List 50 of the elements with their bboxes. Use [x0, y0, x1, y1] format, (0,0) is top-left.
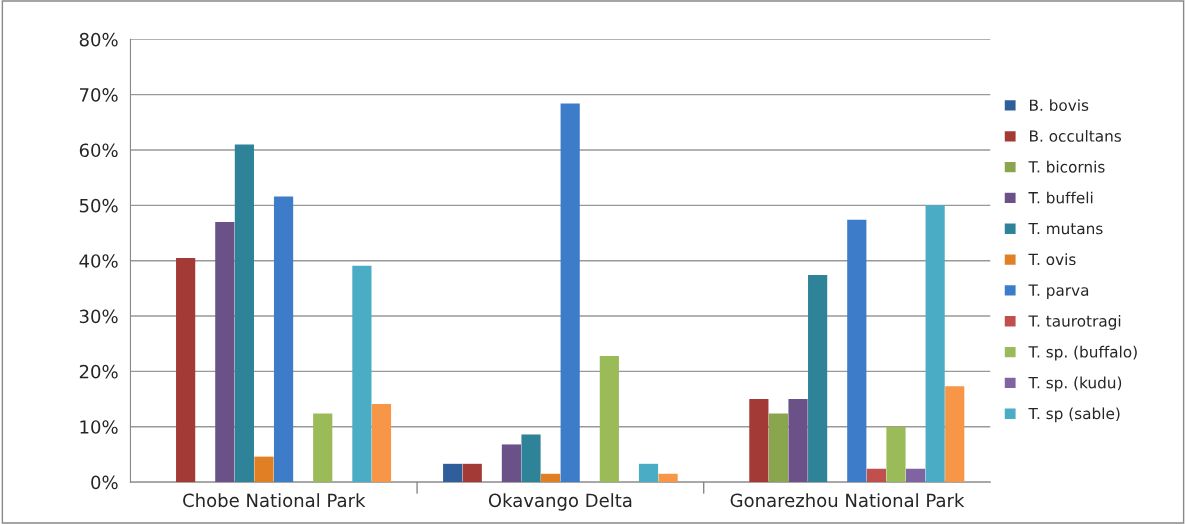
y-tick-label: 70%: [80, 88, 118, 102]
bar: [254, 456, 274, 483]
legend-label: T. taurotragi: [1028, 314, 1121, 330]
legend-label: B. occultans: [1030, 129, 1122, 142]
bar: [273, 196, 294, 483]
bar: [541, 473, 561, 483]
bar: [599, 355, 619, 483]
bar: [462, 463, 482, 483]
bar: [768, 413, 789, 483]
x-tick-label: Chobe National Park: [183, 493, 366, 508]
bar: [808, 275, 828, 483]
y-tick-label: 80%: [79, 32, 118, 47]
bar: [905, 468, 926, 483]
legend-label: T. buffeli: [1028, 191, 1093, 204]
y-tick-label: 40%: [79, 254, 118, 268]
legend-label: T. sp. (kudu): [1028, 376, 1122, 392]
bar: [638, 463, 659, 483]
bar: [560, 103, 580, 483]
y-tick-label: 10%: [80, 420, 118, 434]
legend-label: T. mutans: [1028, 222, 1103, 235]
bar: [371, 404, 392, 483]
legend-label: T. sp. (buffalo): [1028, 345, 1137, 361]
y-tick-label: 20%: [79, 364, 118, 379]
legend-label: T. bicornis: [1028, 160, 1105, 173]
bar: [866, 468, 886, 483]
bar: [788, 399, 808, 483]
bar: [945, 386, 965, 483]
x-tick-label: Okavango Delta: [488, 493, 632, 511]
y-tick-label: 30%: [79, 309, 118, 324]
legend-label: B. bovis: [1030, 99, 1089, 111]
bar: [886, 426, 906, 483]
legend-label: T. parva: [1028, 284, 1089, 299]
x-tick-label: Gonarezhou National Park: [730, 493, 965, 508]
bar: [658, 473, 678, 483]
bar: [176, 257, 196, 483]
bar: [234, 144, 254, 483]
bar: [501, 444, 522, 483]
bar: [443, 463, 463, 483]
bar: [925, 205, 945, 483]
y-tick-label: 0%: [91, 475, 118, 490]
bar: [521, 434, 541, 483]
legend-label: T. ovis: [1028, 253, 1076, 266]
bar: [749, 399, 769, 483]
bar: [215, 221, 235, 483]
bar: [313, 413, 333, 483]
legend-label: T. sp (sable): [1028, 407, 1120, 423]
y-tick-label: 60%: [79, 143, 118, 158]
y-tick-label: 50%: [79, 198, 118, 213]
bar: [847, 219, 867, 483]
bar: [352, 265, 372, 483]
